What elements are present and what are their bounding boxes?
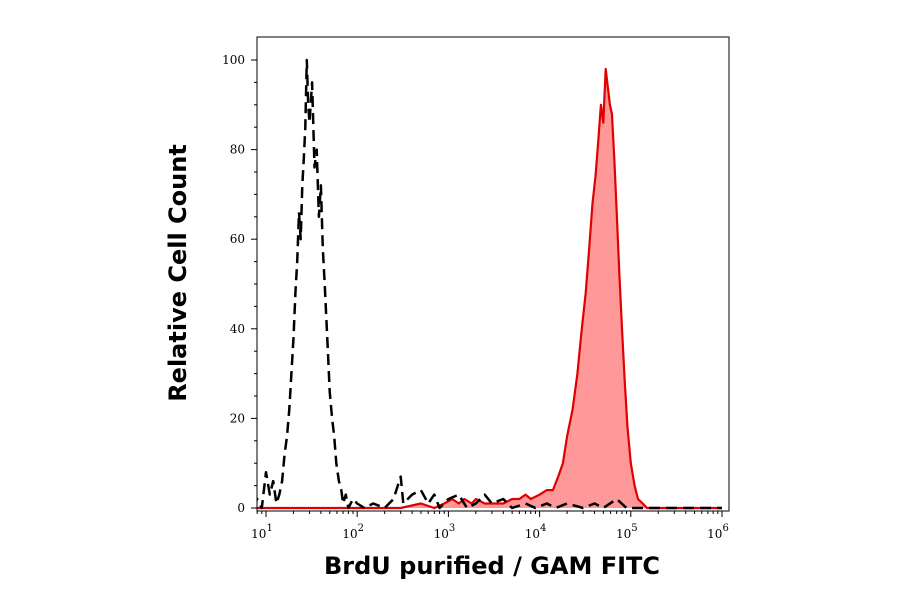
x-tick-label: 102 <box>342 523 364 541</box>
x-tick-label: 106 <box>707 523 729 541</box>
x-tick-label: 105 <box>616 523 638 541</box>
x-tick-label: 103 <box>434 523 456 541</box>
series-1-line <box>257 58 722 510</box>
y-tick-label: 100 <box>222 53 245 67</box>
y-tick-label: 0 <box>237 501 245 515</box>
x-tick-label: 104 <box>525 523 547 541</box>
series-1 <box>257 58 722 510</box>
y-tick-label: 60 <box>230 232 245 246</box>
series-2 <box>257 67 722 510</box>
y-tick-label: 40 <box>230 322 245 336</box>
x-tick-label: 101 <box>251 523 273 541</box>
plot-area <box>257 58 722 510</box>
y-tick-label: 20 <box>230 411 245 425</box>
x-axis-title: BrdU purified / GAM FITC <box>324 552 660 580</box>
y-tick-label: 80 <box>230 143 245 157</box>
series-2-area <box>257 69 722 508</box>
y-axis-title: Relative Cell Count <box>164 144 192 402</box>
plot-frame <box>256 36 730 512</box>
series-2-line <box>257 67 722 510</box>
axes: 0 20 40 60 80 100 101 102 103 104 105 106 <box>222 36 730 541</box>
